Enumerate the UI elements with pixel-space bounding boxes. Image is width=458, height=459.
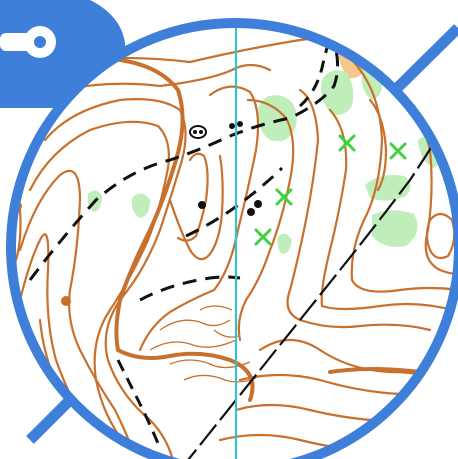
- boulder-icon: [254, 200, 262, 208]
- boulder-icon: [247, 208, 255, 216]
- boulder-icon: [198, 201, 206, 209]
- boulder-icon: [237, 121, 243, 127]
- knoll-icon: [61, 296, 71, 306]
- boulder-icon: [229, 123, 235, 129]
